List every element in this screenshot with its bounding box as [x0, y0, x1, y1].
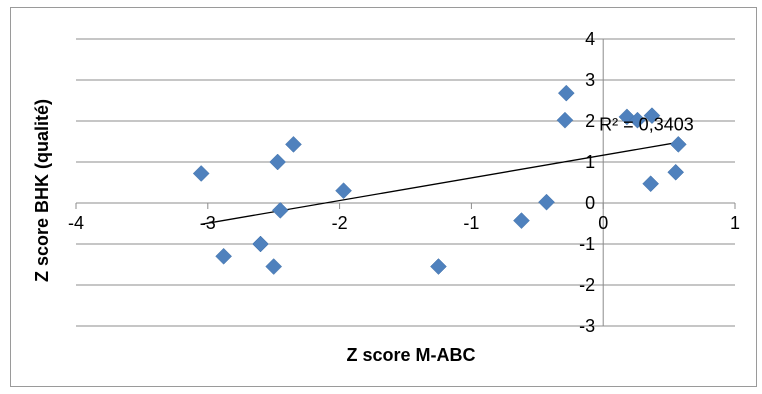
x-tick-label: 0 — [598, 213, 608, 233]
y-tick-label: -2 — [579, 275, 595, 295]
y-axis-title: Z score BHK (qualité) — [32, 99, 52, 282]
y-tick-label: 4 — [585, 29, 595, 49]
data-point — [215, 247, 232, 265]
x-tick-label: -4 — [68, 213, 84, 233]
axes — [75, 38, 736, 327]
data-point — [557, 84, 575, 102]
data-point — [265, 258, 283, 275]
x-tick-label: -3 — [200, 213, 216, 233]
data-point — [669, 136, 687, 153]
data-points — [192, 84, 687, 275]
y-tick-label: -1 — [579, 234, 595, 254]
data-point — [667, 163, 685, 181]
data-point — [430, 258, 447, 275]
data-point — [271, 202, 289, 219]
y-tick-label: 0 — [585, 193, 595, 213]
gridlines — [76, 38, 735, 327]
data-point — [335, 182, 352, 200]
data-point — [629, 111, 646, 129]
data-point — [538, 193, 555, 211]
x-axis-title: Z score M-ABC — [346, 345, 475, 365]
r-squared-label: R² = 0,3403 — [599, 115, 694, 135]
y-tick-label: 3 — [585, 70, 595, 90]
x-tick-label: -1 — [463, 213, 479, 233]
data-point — [556, 111, 574, 129]
chart-frame: -4 -3 -2 -1 0 1 -3 -2 -1 0 1 2 3 4 R² = 0,3403 Z scor… — [10, 7, 757, 387]
y-tick-label: 2 — [585, 111, 595, 131]
data-point — [513, 212, 530, 229]
x-tick-label: 1 — [730, 213, 740, 233]
y-tick-label: 1 — [585, 152, 595, 172]
data-point — [252, 235, 269, 253]
x-tick-label: -2 — [332, 213, 348, 233]
data-point — [192, 165, 210, 182]
data-point — [269, 153, 287, 171]
data-point — [643, 107, 661, 125]
data-point — [285, 136, 302, 153]
data-point — [642, 175, 660, 193]
y-tick-label: -3 — [579, 316, 595, 336]
